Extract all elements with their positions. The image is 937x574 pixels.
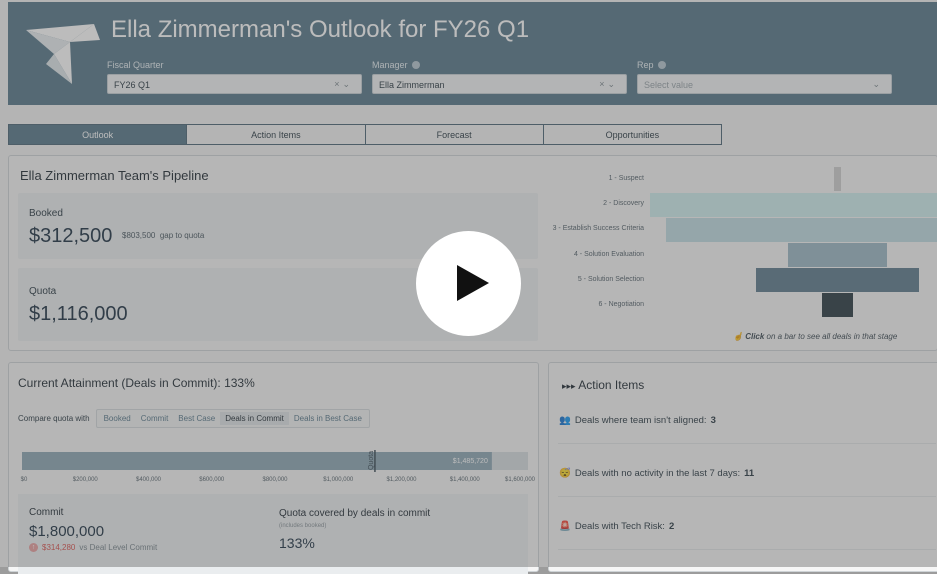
fiscal-quarter-select[interactable]: FY26 Q1 ×⌄	[107, 74, 362, 94]
chevron-down-icon[interactable]: ⌄	[607, 79, 618, 89]
siren-icon: 🚨	[559, 521, 571, 532]
stage-label: 3 - Establish Success Criteria	[552, 225, 644, 232]
arrow-up-icon: ↑	[29, 543, 38, 552]
option-booked[interactable]: Booked	[103, 414, 131, 423]
tab-bar: Outlook Action Items Forecast Opportunit…	[8, 124, 722, 145]
x-tick-label: $1,000,000	[323, 477, 354, 483]
action-item[interactable]: 👥 Deals where team isn't aligned: 3	[559, 415, 716, 426]
divider	[558, 496, 936, 497]
funnel-bar-discovery[interactable]	[650, 193, 937, 217]
fiscal-quarter-filter: Fiscal Quarter FY26 Q1 ×⌄	[107, 60, 362, 94]
stage-label: 2 - Discovery	[603, 200, 644, 207]
x-tick-label: $200,000	[72, 477, 98, 483]
stage-label: 5 - Solution Selection	[577, 276, 644, 283]
play-icon	[457, 265, 489, 301]
info-icon[interactable]	[657, 61, 666, 69]
attainment-title: Current Attainment (Deals in Commit): 13…	[18, 376, 255, 390]
compare-selector: Compare quota with Booked Commit Best Ca…	[18, 409, 370, 428]
rep-select[interactable]: Select value ⌄	[637, 74, 892, 94]
funnel-hint: ☝ Click on a bar to see all deals in tha…	[733, 332, 898, 341]
select-controls[interactable]: ×⌄	[599, 79, 618, 90]
attainment-bar-chart: Quota $1,485,720	[22, 450, 528, 472]
x-tick-label: $800,000	[262, 477, 288, 483]
stage-label: 1 - Suspect	[608, 175, 644, 182]
rep-placeholder: Select value	[644, 80, 694, 90]
option-deals-in-commit[interactable]: Deals in Commit	[220, 412, 289, 425]
chevron-down-icon[interactable]: ⌄	[872, 79, 883, 89]
stage-label: 6 - Negotiation	[598, 301, 644, 308]
people-icon: 👥	[559, 415, 571, 426]
funnel-bar-establish-success-criteria[interactable]	[666, 218, 937, 242]
chevron-down-icon[interactable]: ⌄	[342, 79, 353, 89]
manager-label: Manager	[372, 60, 627, 70]
option-commit[interactable]: Commit	[140, 414, 169, 423]
quota-value: $1,116,000	[29, 303, 128, 325]
stage-label: 4 - Solution Evaluation	[573, 251, 644, 258]
action-items-title: ▸▸▸ Action Items	[562, 378, 645, 392]
page-title: Ella Zimmerman's Outlook for FY26 Q1	[111, 16, 530, 43]
commit-value: $1,800,000	[29, 523, 105, 540]
compare-label: Compare quota with	[18, 414, 90, 423]
tab-forecast[interactable]: Forecast	[365, 125, 544, 144]
option-best-case[interactable]: Best Case	[178, 414, 216, 423]
x-tick-label: $0	[20, 477, 28, 483]
quota-marker-label: Quota	[368, 451, 375, 470]
play-button[interactable]	[416, 231, 521, 336]
manager-value: Ella Zimmerman	[379, 80, 445, 90]
booked-value: $312,500	[29, 225, 113, 247]
tab-opportunities[interactable]: Opportunities	[543, 125, 721, 144]
company-logo-icon	[26, 24, 100, 84]
gap-to-quota: $803,500 gap to quota	[122, 231, 205, 240]
divider	[558, 549, 936, 550]
covered-value: 133%	[279, 535, 315, 551]
fiscal-quarter-label: Fiscal Quarter	[107, 60, 164, 70]
tab-outlook[interactable]: Outlook	[9, 125, 188, 144]
clear-icon[interactable]: ×	[334, 79, 343, 89]
covered-note: (includes booked)	[279, 523, 327, 529]
select-controls[interactable]: ×⌄	[334, 79, 353, 90]
commit-label: Commit	[29, 507, 64, 518]
action-item[interactable]: 🚨 Deals with Tech Risk: 2	[559, 521, 675, 532]
rep-filter: Rep Select value ⌄	[637, 60, 892, 94]
funnel-bar-negotiation[interactable]	[822, 293, 853, 317]
action-item[interactable]: 😴 Deals with no activity in the last 7 d…	[559, 468, 755, 479]
covered-label: Quota covered by deals in commit	[279, 508, 431, 519]
funnel-bar-solution-evaluation[interactable]	[788, 243, 887, 267]
tab-action-items[interactable]: Action Items	[187, 125, 366, 144]
rep-label: Rep	[637, 60, 892, 70]
pipeline-title: Ella Zimmerman Team's Pipeline	[20, 168, 209, 183]
quota-label: Quota	[29, 286, 57, 297]
manager-select[interactable]: Ella Zimmerman ×⌄	[372, 74, 627, 94]
x-tick-label: $400,000	[135, 477, 162, 483]
x-tick-label: $1,200,000	[386, 477, 417, 483]
action-items-card	[548, 362, 937, 572]
commit-delta: ↑ $314,280 vs Deal Level Commit	[29, 543, 157, 552]
header-banner: Ella Zimmerman's Outlook for FY26 Q1 Fis…	[8, 2, 937, 105]
compare-segmented-control: Booked Commit Best Case Deals in Commit …	[95, 409, 370, 428]
manager-filter: Manager Ella Zimmerman ×⌄	[372, 60, 627, 94]
fiscal-quarter-value: FY26 Q1	[114, 80, 151, 90]
x-tick-label: $1,400,000	[449, 477, 480, 483]
option-deals-in-best-case[interactable]: Deals in Best Case	[293, 414, 362, 423]
sleeping-face-icon: 😴	[559, 468, 571, 479]
clear-icon[interactable]: ×	[599, 79, 608, 89]
funnel-bar-suspect[interactable]	[834, 167, 841, 191]
bar-value-label: $1,485,720	[453, 458, 488, 465]
commit-summary: Commit $1,800,000 ↑ $314,280 vs Deal Lev…	[18, 494, 528, 574]
x-tick-label: $1,600,000	[504, 477, 536, 483]
divider	[558, 443, 936, 444]
funnel-bar-solution-selection[interactable]	[756, 268, 919, 292]
booked-label: Booked	[29, 208, 63, 219]
triple-arrow-icon: ▸▸▸	[562, 381, 576, 391]
x-tick-label: $600,000	[199, 477, 225, 483]
info-icon[interactable]	[411, 61, 420, 69]
